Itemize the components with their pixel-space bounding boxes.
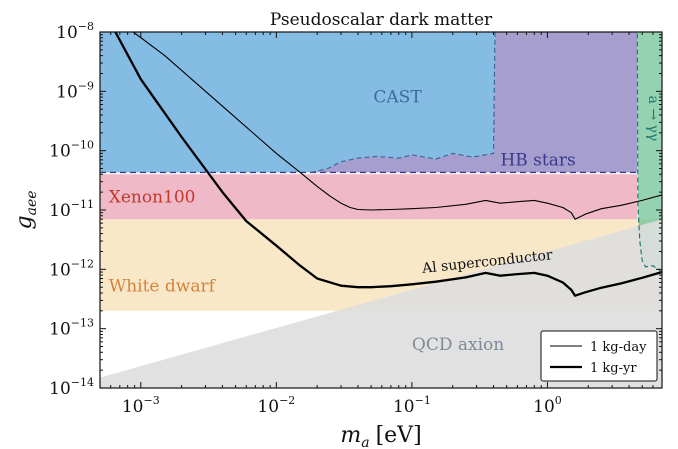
x-axis-symbol: m xyxy=(340,423,361,448)
region-labels: White dwarf Xenon100 CAST HB stars a → γγ QCD… xyxy=(109,87,661,354)
x-tick-label: 100 xyxy=(533,394,562,417)
region-boundaries xyxy=(100,32,662,273)
a-gamma-gamma-boundary xyxy=(636,32,662,273)
x-tick-label: 10−1 xyxy=(393,394,431,417)
region-label-cast: CAST xyxy=(373,87,422,107)
x-axis-unit: [eV] xyxy=(376,423,422,448)
region-label-white-dwarf: White dwarf xyxy=(109,277,217,297)
curve-1-kg-day xyxy=(132,32,662,220)
sensitivity-curves xyxy=(114,32,662,297)
x-tick-label: 10−3 xyxy=(122,394,160,417)
region-label-qcd-axion: QCD axion xyxy=(412,335,504,355)
y-axis-symbol: g xyxy=(12,215,37,229)
y-tick-label: 10−11 xyxy=(49,198,94,221)
x-tick-label: 10−2 xyxy=(257,394,295,417)
chart-title: Pseudoscalar dark matter xyxy=(270,10,493,30)
region-a xyxy=(637,32,662,272)
y-tick-label: 10−13 xyxy=(49,317,94,340)
y-tick-label: 10−9 xyxy=(56,79,94,102)
legend-label-1-kg-day: 1 kg-day xyxy=(590,340,647,355)
legend-label-1-kg-yr: 1 kg-yr xyxy=(590,361,637,376)
region-label-a: a → γγ xyxy=(645,96,661,142)
region-hb-stars xyxy=(100,32,638,173)
curve-1-kg-yr xyxy=(114,32,662,297)
y-axis-subscript: aee xyxy=(24,190,40,215)
region-label-xenon100: Xenon100 xyxy=(109,187,196,207)
axis-ticks: 10−8 10−9 10−10 10−11 10−12 10−13 10−14 10−3 10−… xyxy=(49,20,662,417)
y-tick-label: 10−14 xyxy=(49,376,94,399)
cast-boundary xyxy=(310,32,496,173)
y-tick-label: 10−8 xyxy=(56,20,94,43)
legend-box xyxy=(540,330,658,382)
x-axis-subscript: a xyxy=(361,435,369,449)
region-qcd-axion xyxy=(100,219,662,388)
y-tick-label: 10−12 xyxy=(49,257,94,280)
region-label-hb-stars: HB stars xyxy=(500,151,575,171)
y-tick-label: 10−10 xyxy=(49,139,94,162)
y-axis-title: gaee xyxy=(12,190,40,229)
x-axis-title: ma [eV] xyxy=(340,423,421,449)
exclusion-regions xyxy=(100,32,662,388)
region-cast xyxy=(100,32,495,173)
legend: 1 kg-day 1 kg-yr xyxy=(540,330,658,382)
